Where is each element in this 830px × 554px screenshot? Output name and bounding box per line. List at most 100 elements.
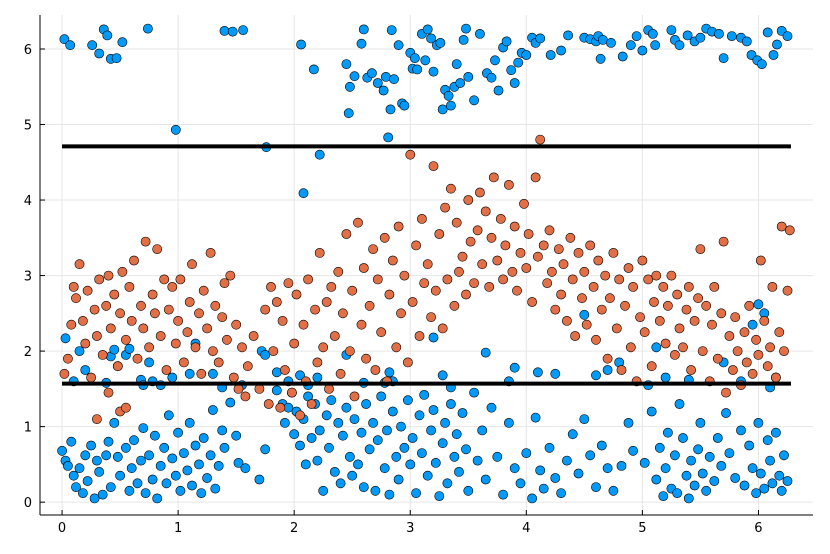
series-2-point <box>356 319 367 330</box>
series-1-point <box>163 410 174 421</box>
series-2-point <box>577 293 587 304</box>
series-2-point <box>59 368 70 379</box>
series-2-point <box>744 300 755 311</box>
series-2-point <box>507 266 518 277</box>
series-2-point <box>402 357 413 368</box>
series-1-point <box>716 460 727 471</box>
series-1-point <box>678 433 688 443</box>
series-2-point <box>416 213 427 224</box>
series-2-point <box>693 293 703 304</box>
series-2-point <box>260 304 271 315</box>
series-1-point <box>697 468 708 479</box>
series-2-point <box>101 300 112 311</box>
series-1-point <box>477 425 488 436</box>
series-1-point <box>341 402 352 413</box>
series-2-point <box>291 289 302 300</box>
series-1-point <box>260 349 271 360</box>
series-2-point <box>600 270 611 281</box>
series-2-point <box>605 293 615 304</box>
series-1-point <box>443 90 454 101</box>
series-2-point <box>266 281 276 292</box>
series-2-point <box>556 289 566 300</box>
series-2-point <box>782 285 793 296</box>
series-1-point <box>349 414 360 424</box>
series-1-point <box>314 425 325 436</box>
series-1-point <box>535 33 546 44</box>
series-1-point <box>124 485 135 496</box>
series-1-point <box>296 39 306 50</box>
series-1-point <box>194 459 204 470</box>
series-1-point <box>312 455 323 466</box>
series-1-point <box>121 442 131 453</box>
series-2-point <box>538 240 549 251</box>
series-1-point <box>606 38 616 48</box>
series-1-point <box>772 39 782 50</box>
series-2-point <box>405 149 416 160</box>
series-1-point <box>182 465 193 476</box>
series-2-point <box>492 255 503 266</box>
series-2-point <box>178 357 189 368</box>
series-1-point <box>774 470 785 481</box>
series-2-point <box>579 266 590 277</box>
series-2-point <box>314 247 325 258</box>
series-1-point <box>591 482 601 492</box>
series-1-point <box>231 430 242 441</box>
series-1-point <box>474 29 485 39</box>
series-1-point <box>335 478 346 489</box>
series-2-point <box>112 361 123 372</box>
series-1-point <box>289 429 300 440</box>
series-1-point <box>140 488 151 498</box>
series-2-point <box>500 240 511 251</box>
series-2-point <box>771 372 781 383</box>
series-1-point <box>92 455 102 466</box>
series-1-point <box>721 408 731 418</box>
series-1-point <box>426 33 436 44</box>
series-2-point <box>196 368 207 379</box>
series-1-point <box>207 405 218 415</box>
series-1-point <box>776 485 787 496</box>
series-1-point <box>509 78 520 88</box>
series-2-point <box>426 312 436 322</box>
series-1-point <box>434 491 445 501</box>
series-1-point <box>753 299 764 310</box>
series-1-point <box>430 457 441 468</box>
series-1-point <box>730 473 741 483</box>
series-2-point <box>109 289 120 300</box>
series-1-point <box>509 463 520 474</box>
series-2-point <box>695 244 706 254</box>
series-2-point <box>219 278 230 288</box>
series-2-point <box>430 285 441 296</box>
series-1-point <box>527 493 537 504</box>
series-1-point <box>238 25 248 35</box>
series-2-point <box>530 172 541 183</box>
series-1-point <box>378 85 389 96</box>
series-2-point <box>387 255 398 266</box>
series-1-point <box>666 25 677 35</box>
series-2-point <box>709 281 720 292</box>
series-2-point <box>623 263 634 273</box>
series-1-point <box>463 485 474 496</box>
series-1-point <box>82 476 93 486</box>
series-1-point <box>358 24 369 35</box>
series-2-point <box>437 323 448 334</box>
series-1-point <box>227 26 238 37</box>
series-1-point <box>155 460 166 471</box>
series-2-point <box>670 349 680 360</box>
series-1-point <box>686 455 696 466</box>
series-1-point <box>376 391 387 402</box>
series-1-point <box>741 36 752 47</box>
series-2-point <box>689 315 700 326</box>
series-1-point <box>782 476 793 486</box>
series-2-point <box>205 247 216 258</box>
series-2-point <box>512 285 522 296</box>
series-2-point <box>370 365 381 375</box>
series-2-point <box>318 342 329 353</box>
series-1-point <box>461 444 471 455</box>
series-1-point <box>306 433 317 443</box>
series-2-point <box>379 232 390 243</box>
series-1-point <box>380 72 391 82</box>
series-1-point <box>370 485 381 496</box>
series-1-point <box>101 450 112 461</box>
series-1-point <box>80 450 91 461</box>
series-1-point <box>521 448 532 458</box>
